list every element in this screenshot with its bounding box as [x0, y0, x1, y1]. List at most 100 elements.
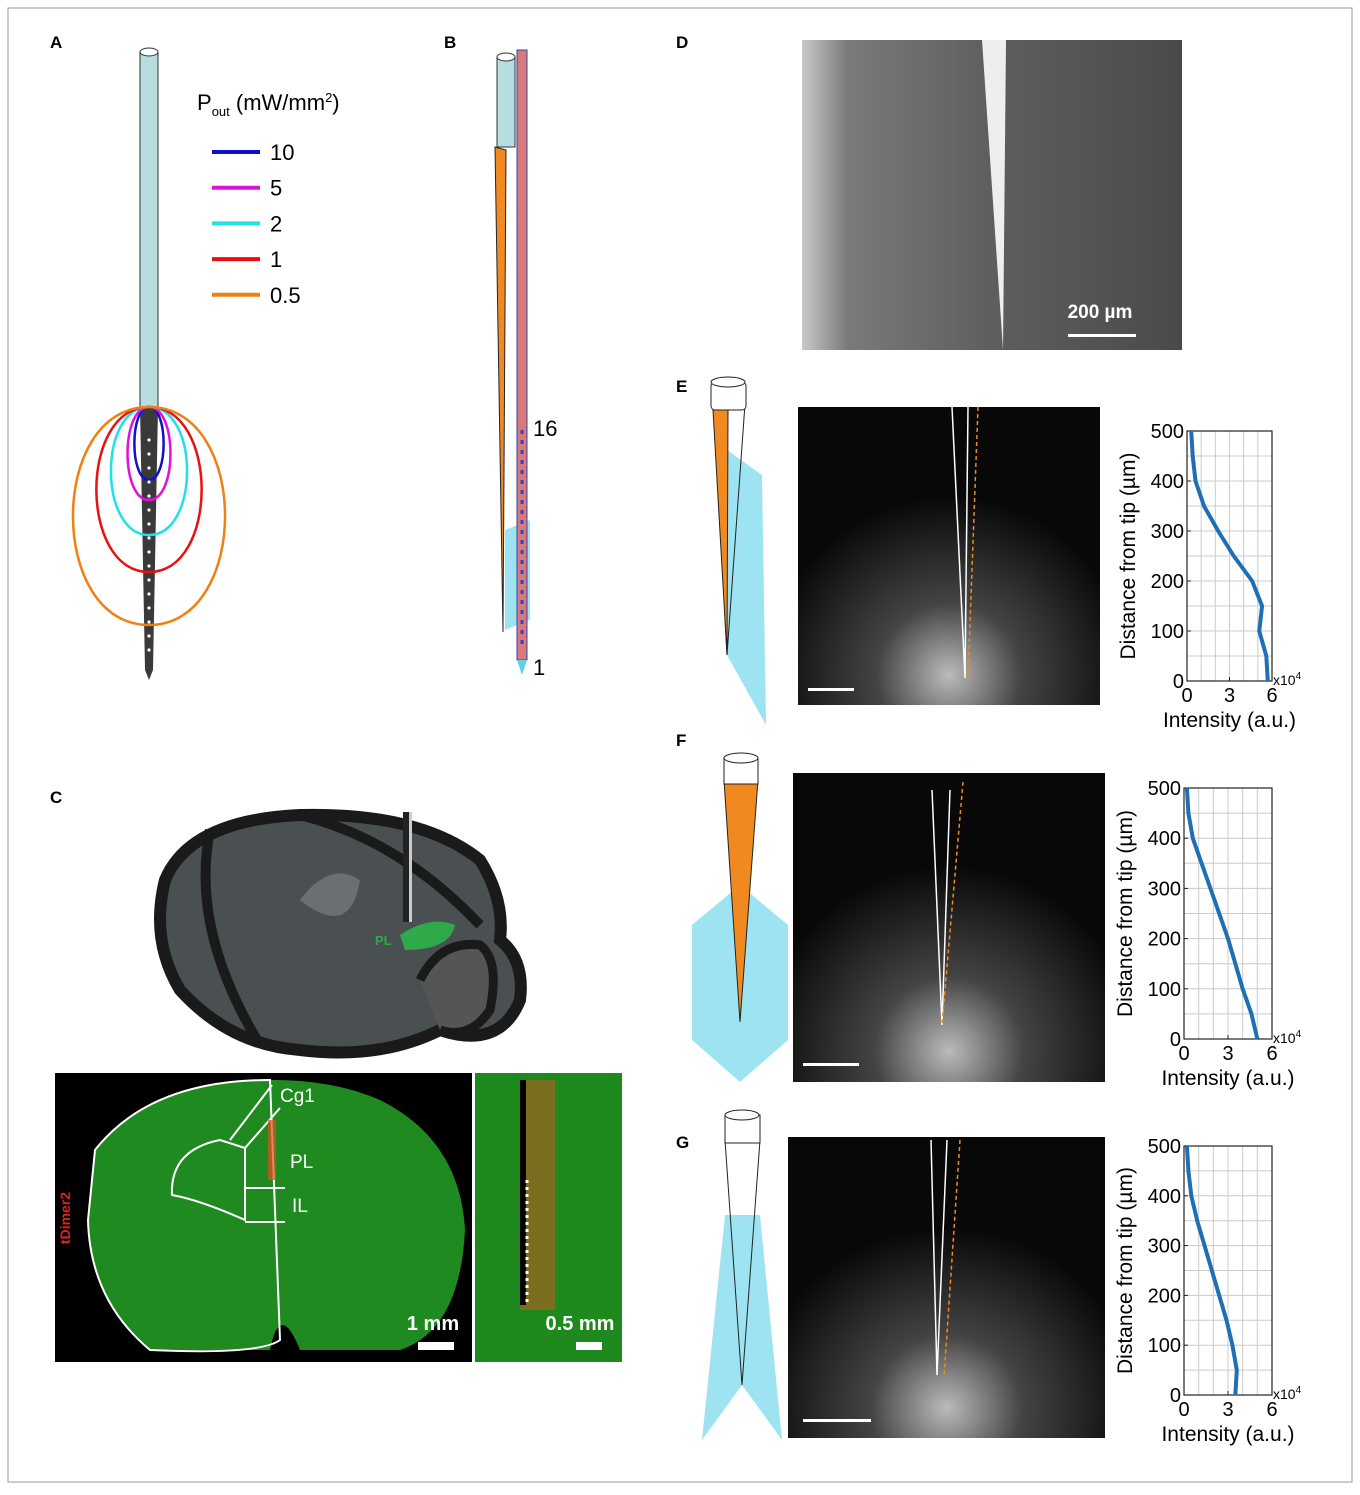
scale-bar-label: 1 mm [407, 1313, 459, 1335]
y-tick-label: 400 [1148, 828, 1181, 850]
legend-title-unit: (mW/mm [230, 90, 325, 115]
x-tick-label: 0 [1178, 1399, 1189, 1421]
site-label: 16 [533, 416, 557, 441]
axis-multiplier: x104 [1273, 671, 1302, 688]
y-tick-label: 200 [1151, 571, 1184, 593]
stain-label: tDimer2 [57, 1192, 73, 1244]
x-tick-label: 6 [1266, 1399, 1277, 1421]
intensity-line [1189, 430, 1270, 682]
legend-title: Pout (mW/mm2) [197, 90, 340, 119]
contour [126, 405, 172, 502]
y-tick-label: 200 [1148, 929, 1181, 951]
x-axis-label: Intensity (a.u.) [1163, 709, 1296, 732]
multiplier-exp: 4 [1296, 1029, 1302, 1040]
y-axis-label: Distance from tip (µm) [1117, 453, 1140, 660]
multiplier-base: x10 [1273, 672, 1296, 688]
x-axis-label: Intensity (a.u.) [1161, 1067, 1294, 1090]
y-tick-label: 0 [1173, 671, 1184, 693]
x-tick-label: 3 [1224, 685, 1235, 707]
region-label: IL [292, 1196, 308, 1217]
electrode-site [147, 522, 151, 526]
legend-label: 2 [270, 211, 282, 236]
multiplier-exp: 4 [1296, 671, 1302, 682]
contour [95, 405, 203, 574]
legend-label: 5 [270, 176, 282, 201]
electrode-site [147, 648, 151, 652]
sem-image [802, 40, 1182, 350]
electrode-site [147, 452, 151, 456]
y-axis-label: Distance from tip (µm) [1114, 1167, 1137, 1374]
panel-label: F [676, 731, 686, 750]
legend-title-sub: out [212, 104, 230, 119]
y-tick-label: 200 [1148, 1285, 1181, 1307]
legend-label: 10 [270, 140, 294, 165]
y-tick-label: 0 [1170, 1029, 1181, 1051]
panel-label: B [444, 33, 456, 52]
y-tick-label: 100 [1148, 1335, 1181, 1357]
electrode-site [147, 536, 151, 540]
electrode-site [147, 578, 151, 582]
brain-3d [154, 808, 527, 1059]
y-tick-label: 500 [1148, 1136, 1181, 1158]
electrode-site [147, 508, 151, 512]
contour [71, 405, 227, 627]
x-tick-label: 3 [1222, 1399, 1233, 1421]
legend-label: 0.5 [270, 283, 301, 308]
electrode-site [147, 620, 151, 624]
electrode-site [147, 480, 151, 484]
site-label: 1 [533, 655, 545, 680]
electrode-site [147, 550, 151, 554]
x-tick-label: 6 [1266, 685, 1277, 707]
electrode-site [147, 494, 151, 498]
x-tick-label: 6 [1266, 1043, 1277, 1065]
y-tick-label: 100 [1151, 621, 1184, 643]
y-tick-label: 500 [1148, 778, 1181, 800]
region-label: PL [290, 1152, 313, 1173]
x-tick-label: 3 [1222, 1043, 1233, 1065]
probe-schematic [692, 376, 788, 1440]
x-axis-label: Intensity (a.u.) [1161, 1423, 1294, 1446]
intensity-line [1184, 787, 1260, 1040]
scale-bar-label: 200 µm [1068, 302, 1133, 323]
y-tick-label: 300 [1148, 878, 1181, 900]
legend-title-p: P [197, 90, 212, 115]
y-tick-label: 0 [1170, 1385, 1181, 1407]
electrode-site [147, 564, 151, 568]
legend-label: 1 [270, 247, 282, 272]
region-label: Cg1 [280, 1086, 315, 1107]
panel-a-probe [139, 47, 159, 680]
axis-multiplier: x104 [1273, 1385, 1302, 1402]
panel-label: E [676, 377, 687, 396]
panel-label: C [50, 788, 62, 807]
intensity-line [1184, 1145, 1239, 1396]
y-axis-label: Distance from tip (µm) [1114, 810, 1137, 1017]
electrode-site [147, 466, 151, 470]
panel-label: A [50, 33, 62, 52]
legend-title-close: ) [332, 90, 339, 115]
y-tick-label: 100 [1148, 979, 1181, 1001]
legend-title-sup: 2 [325, 90, 332, 105]
electrode-site [147, 438, 151, 442]
coronal-slice [55, 1073, 622, 1362]
electrode-site [147, 592, 151, 596]
x-tick-label: 0 [1181, 685, 1192, 707]
multiplier-exp: 4 [1296, 1385, 1302, 1396]
x-tick-label: 0 [1178, 1043, 1189, 1065]
panel-b-probe [494, 49, 530, 675]
y-tick-label: 400 [1151, 471, 1184, 493]
multiplier-base: x10 [1273, 1030, 1296, 1046]
contour [109, 405, 189, 537]
y-tick-label: 300 [1151, 521, 1184, 543]
y-tick-label: 300 [1148, 1236, 1181, 1258]
axis-multiplier: x104 [1273, 1029, 1302, 1046]
y-tick-label: 400 [1148, 1186, 1181, 1208]
multiplier-base: x10 [1273, 1386, 1296, 1402]
electrode-site [147, 634, 151, 638]
panel-label: D [676, 33, 688, 52]
electrode-site [147, 606, 151, 610]
region-label: PL [375, 933, 392, 948]
panel-label: G [676, 1133, 689, 1152]
scale-bar-label: 0.5 mm [546, 1313, 615, 1335]
y-tick-label: 500 [1151, 421, 1184, 443]
frame [7, 7, 1353, 1483]
